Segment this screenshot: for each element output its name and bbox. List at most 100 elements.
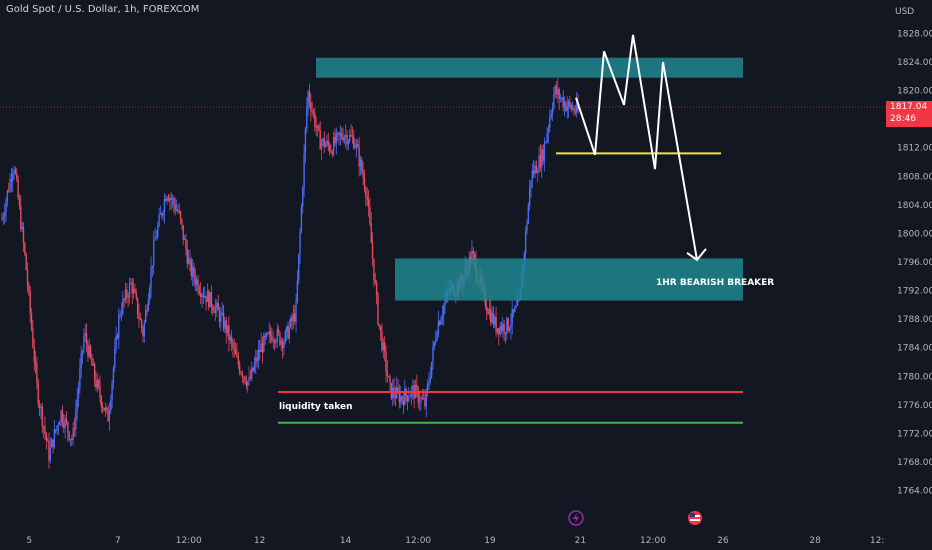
candle-body (24, 242, 26, 254)
candle-body (29, 290, 31, 314)
candle-body (366, 196, 368, 200)
candle-body (504, 332, 507, 334)
candle-body (197, 279, 199, 291)
candle-body (319, 130, 321, 150)
candle-body (60, 410, 62, 423)
candle-body (67, 422, 69, 432)
candle-body (173, 198, 175, 205)
candle-body (232, 341, 234, 349)
candle-body (370, 223, 372, 244)
candle-body (194, 277, 197, 285)
candle-body (538, 155, 540, 173)
candle-body (378, 324, 380, 326)
candle-body (346, 134, 348, 145)
candle-body (387, 376, 390, 378)
candle-body (398, 391, 401, 403)
y-tick-label: 1804.00 (897, 201, 932, 211)
candle-body (75, 410, 77, 430)
candle-body (135, 292, 137, 298)
candle-body (284, 331, 287, 343)
candle-body (409, 396, 411, 398)
candle-body (426, 384, 429, 391)
candle-body (45, 433, 48, 441)
candle-body (26, 270, 29, 286)
candle-body (530, 180, 532, 188)
x-tick-label: 28 (809, 536, 821, 546)
candle-body (340, 133, 343, 138)
candle-body (422, 398, 425, 400)
candle-body (42, 426, 45, 428)
candle-body (61, 410, 64, 423)
candle-body (434, 340, 437, 343)
candle-body (417, 388, 419, 403)
candle-body (542, 149, 544, 162)
candle-body (439, 321, 441, 325)
candle-body (503, 323, 505, 333)
candle-body (101, 406, 104, 408)
candle-body (394, 395, 397, 398)
candle-body (16, 173, 18, 180)
candle-body (310, 101, 312, 111)
candle-body (195, 279, 198, 285)
candle-body (550, 113, 552, 118)
candle-body (189, 258, 191, 261)
candle-body (201, 295, 203, 298)
candle-body (351, 135, 354, 138)
candle-body (10, 178, 13, 182)
candle-body (406, 395, 409, 401)
candle-body (304, 128, 307, 154)
candle-body (401, 396, 403, 400)
candle-body (531, 170, 534, 181)
candle-body (314, 113, 316, 127)
x-tick-label: 26 (717, 536, 729, 546)
us-flag-event-icon[interactable] (688, 511, 702, 525)
candle-body (259, 349, 261, 352)
candle-body (374, 279, 376, 283)
candle-body (95, 379, 97, 388)
candle-body (166, 197, 168, 201)
candle-body (279, 332, 281, 345)
candle-body (303, 153, 305, 189)
candle-body (147, 300, 150, 311)
candle-body (142, 328, 144, 337)
candle-body (49, 447, 52, 461)
candle-body (165, 198, 167, 201)
candle-body (252, 367, 254, 371)
lightning-event-icon[interactable] (568, 510, 584, 526)
candle-body (524, 231, 527, 254)
candle-body (100, 396, 103, 407)
y-tick-label: 1796.00 (897, 258, 932, 268)
candle-body (514, 307, 516, 312)
y-tick-label: 1792.00 (897, 287, 932, 297)
candle-body (18, 198, 21, 206)
chart-title: Gold Spot / U.S. Dollar, 1h, FOREXCOM (6, 4, 200, 15)
y-tick-label: 1820.00 (897, 87, 932, 97)
candle-body (331, 151, 333, 155)
candle-body (532, 170, 535, 174)
candle-body (12, 173, 14, 182)
candle-body (174, 204, 176, 211)
candle-body (244, 376, 246, 382)
candle-body (570, 104, 572, 110)
x-axis: 5 7 12:00 12 14 12:00 19 21 12:00 26 28 12: (26, 536, 884, 546)
candle-body (106, 407, 108, 410)
candle-body (218, 310, 221, 322)
candle-body (72, 427, 74, 440)
candle-body (256, 357, 258, 361)
candle-body (151, 265, 154, 268)
candle-body (573, 108, 575, 112)
y-tick-label: 1780.00 (897, 372, 932, 382)
candle-body (212, 306, 214, 311)
candle-body (498, 328, 500, 335)
candle-body (354, 146, 356, 149)
candle-body (281, 340, 284, 349)
candle-body (273, 340, 276, 344)
candle-body (161, 213, 163, 216)
candle-body (167, 197, 170, 201)
candle-body (204, 295, 206, 297)
candle-body (114, 348, 116, 368)
candle-body (293, 313, 296, 322)
candle-body (46, 440, 49, 442)
candle-body (158, 214, 160, 226)
